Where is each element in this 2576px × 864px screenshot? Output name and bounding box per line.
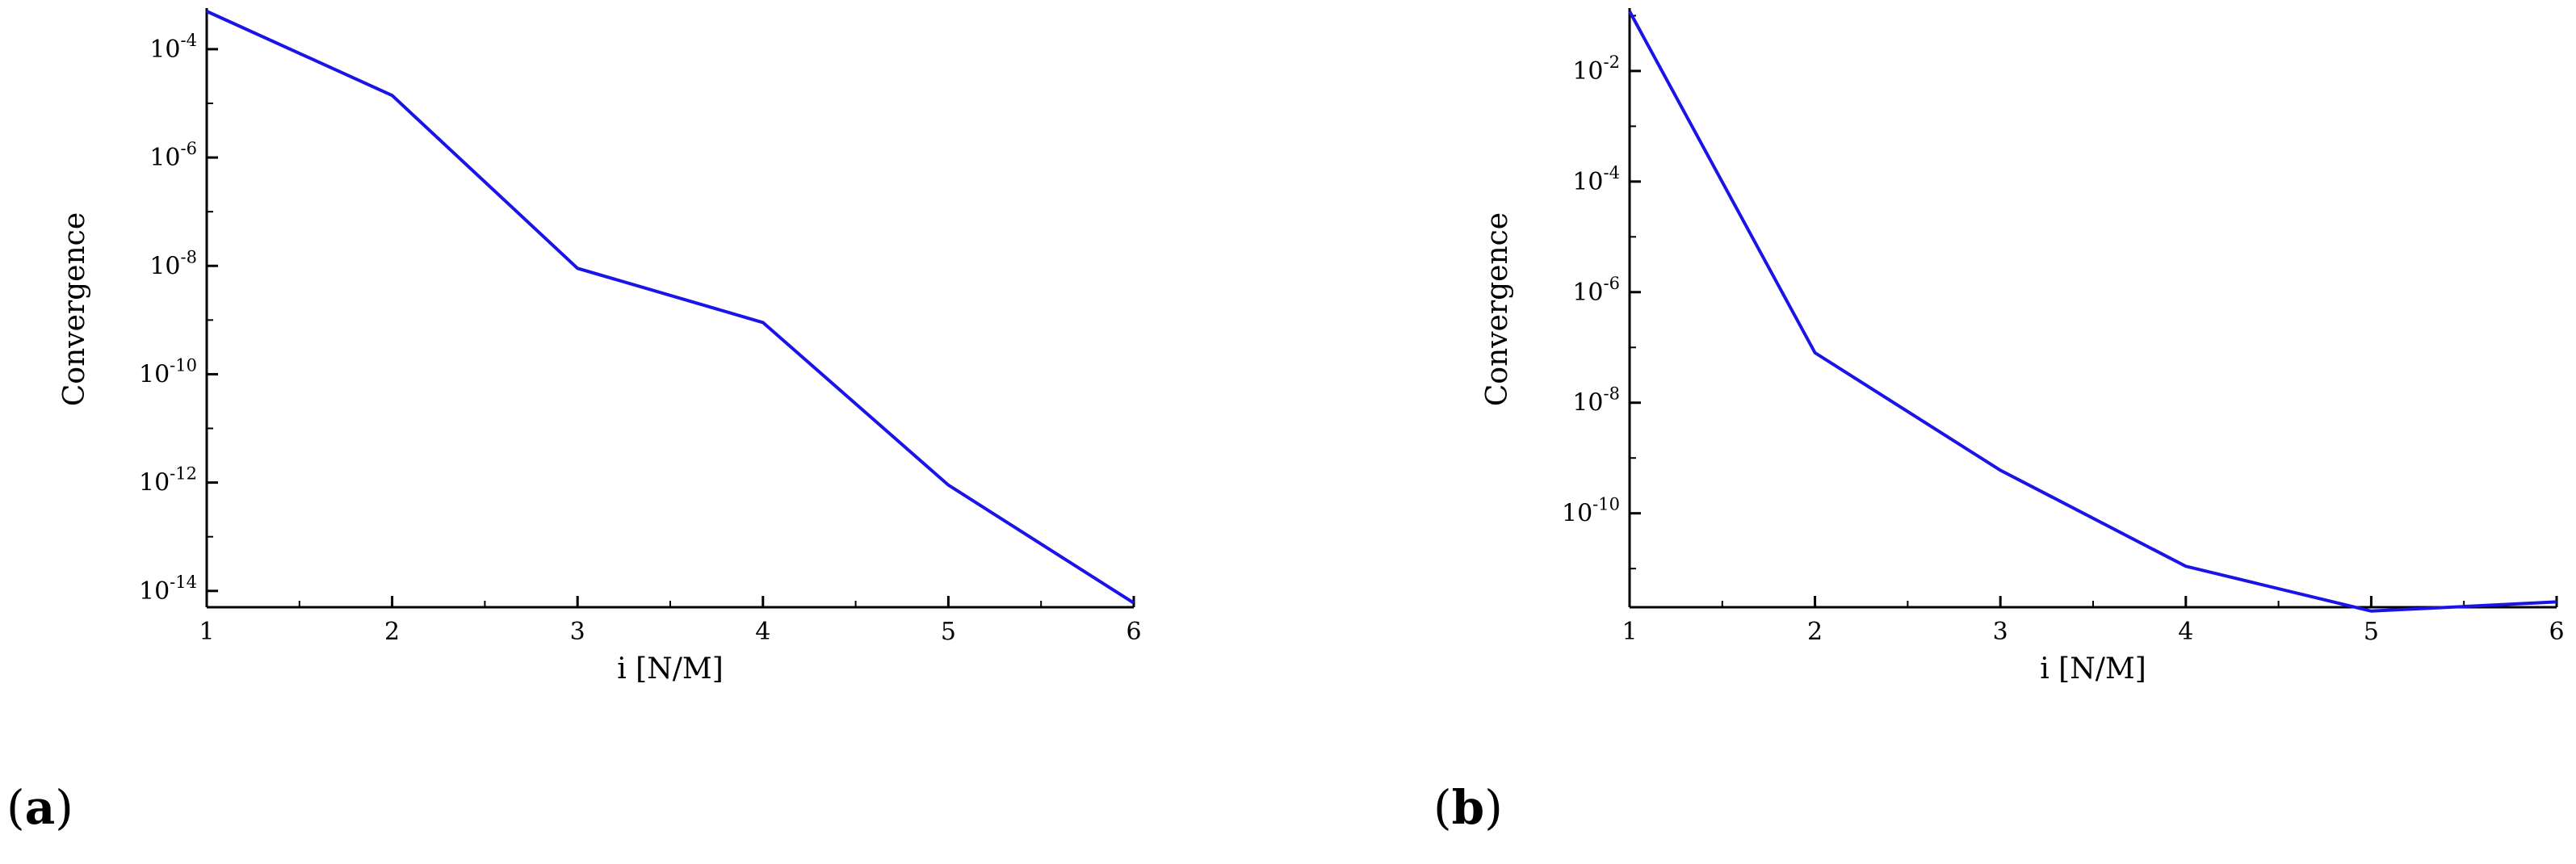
y-tick-label: 10-6: [1572, 274, 1620, 307]
chart-a: 1 2 3 4 5 6 10-4 10-6 10-8 10-10 10-12 10-14 i [N/M]…: [58, 8, 1142, 686]
y-tick-label: 10-8: [149, 247, 197, 280]
x-tick-label: 3: [570, 618, 585, 646]
panel-label-b: (b): [1433, 780, 1503, 835]
y-tick-label: 10-4: [1572, 163, 1620, 196]
x-tick-label: 4: [755, 618, 770, 646]
series-line: [1628, 10, 2557, 613]
x-tick-label: 6: [2549, 618, 2564, 646]
y-tick-label: 10-12: [139, 464, 197, 497]
x-axis-title: i [N/M]: [617, 652, 724, 686]
x-tick-label: 2: [384, 618, 400, 646]
x-tick-label: 4: [2178, 618, 2193, 646]
x-tick-label: 1: [1622, 618, 1637, 646]
x-tick-label: 5: [941, 618, 956, 646]
chart-b: 1 2 3 4 5 6 10-2 10-4 10-6 10-8 10-10 i [N/M] Conver…: [1481, 8, 2565, 686]
x-tick-label: 3: [1993, 618, 2008, 646]
y-tick-label: 10-10: [1562, 495, 1620, 528]
y-axis-title: Convergence: [58, 212, 91, 406]
panel-label-a: (a): [6, 780, 73, 835]
y-tick-label: 10-10: [139, 355, 197, 388]
y-tick-label: 10-6: [149, 139, 197, 172]
x-tick-label: 1: [199, 618, 214, 646]
y-tick-label: 10-8: [1572, 384, 1620, 417]
x-tick-label: 2: [1807, 618, 1823, 646]
x-tick-label: 6: [1126, 618, 1141, 646]
x-axis-title: i [N/M]: [2040, 652, 2146, 686]
x-tick-label: 5: [2364, 618, 2379, 646]
y-tick-label: 10-4: [149, 31, 197, 64]
y-axis-title: Convergence: [1481, 212, 1514, 406]
y-tick-label: 10-14: [139, 573, 197, 606]
y-tick-label: 10-2: [1572, 52, 1620, 86]
series-line: [206, 10, 1135, 605]
